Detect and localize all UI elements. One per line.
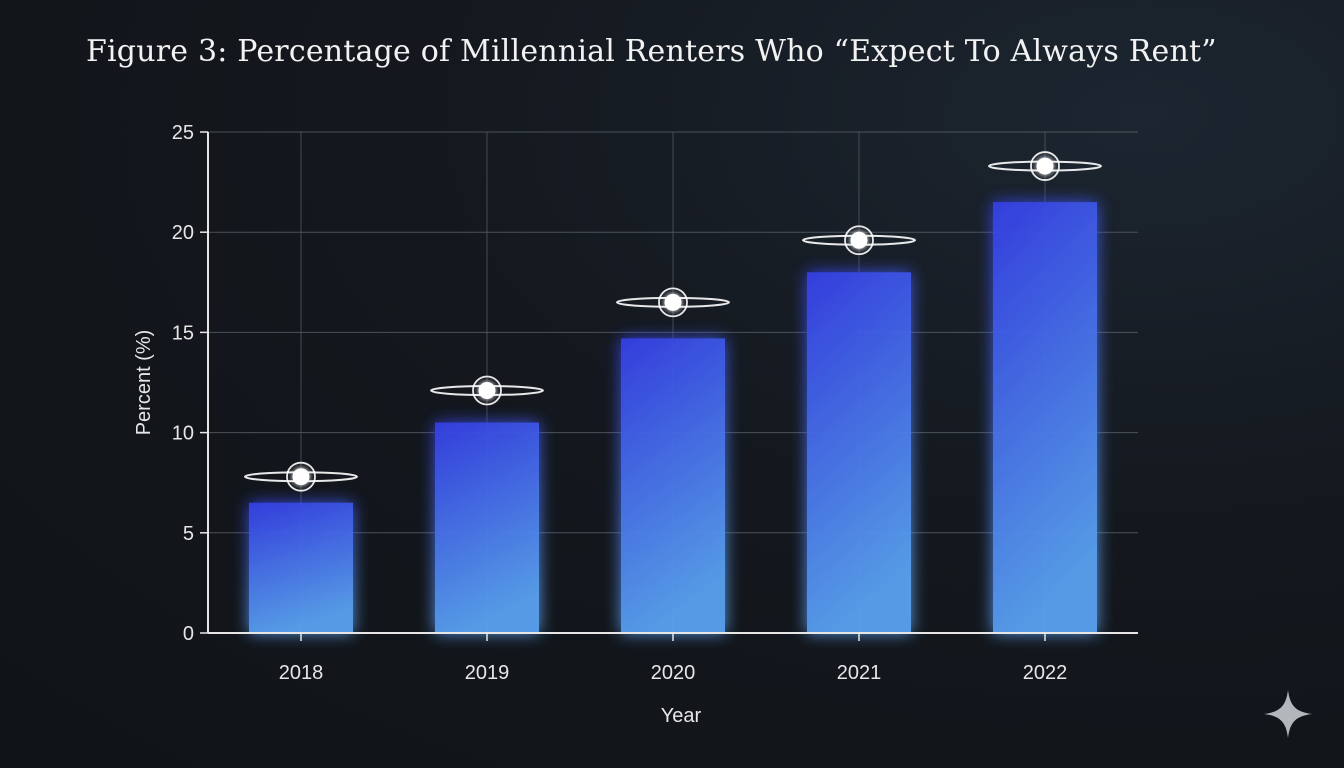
sparkle-icon [1264,690,1312,738]
x-tick-label: 2021 [837,662,882,684]
marker-ring [1030,151,1060,181]
x-tick-label: 2019 [465,662,510,684]
bar-2021 [807,272,911,633]
marker-point-2018 [292,468,310,486]
bar-2019 [435,422,539,633]
x-tick-label: 2020 [651,662,696,684]
marker-ring [472,375,502,406]
bar-2022 [993,202,1097,633]
marker-ring [658,287,688,318]
y-tick-label: 25 [172,122,194,144]
y-tick-label: 15 [172,322,194,344]
marker-point-2021 [850,231,868,249]
y-tick-label: 5 [183,523,194,545]
markers [244,151,1102,492]
x-tick-label: 2018 [279,662,324,684]
x-tick-label: 2022 [1023,662,1068,684]
y-tick-label: 20 [172,222,194,244]
bars [249,202,1097,633]
bar-2020 [621,338,725,633]
marker-point-2019 [478,382,496,400]
marker-ring [286,461,316,492]
marker-ring [844,225,874,256]
axes: 0 5 10 15 20 25 2018 2019 2020 2021 2022 [172,122,1138,684]
bar-2018 [249,502,353,633]
marker-point-2020 [664,293,682,311]
x-axis-label: Year [661,705,702,727]
y-tick-label: 10 [172,423,194,445]
chart-title: Figure 3: Percentage of Millennial Rente… [86,34,1217,69]
marker-point-2022 [1036,157,1054,175]
y-axis-label: Percent (%) [133,330,155,436]
y-tick-label: 0 [183,623,194,645]
